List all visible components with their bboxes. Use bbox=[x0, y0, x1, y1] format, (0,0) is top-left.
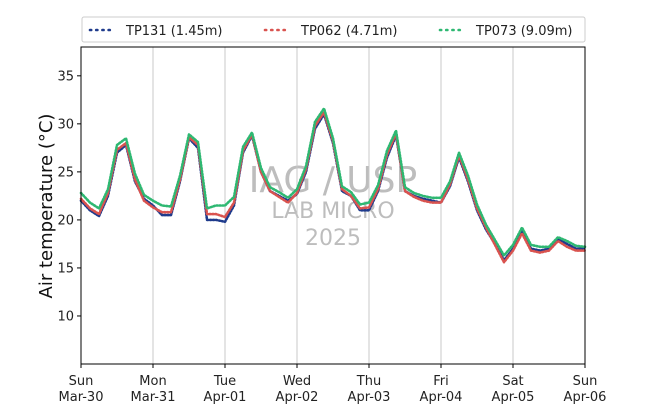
x-tick-day: Tue bbox=[213, 374, 236, 389]
y-tick-label: 35 bbox=[57, 69, 74, 84]
x-tick-day: Sun bbox=[69, 374, 94, 389]
legend-box bbox=[81, 16, 586, 43]
x-tick-day: Sun bbox=[573, 374, 598, 389]
x-tick-day: Fri bbox=[433, 374, 449, 389]
y-tick-label: 15 bbox=[57, 261, 74, 276]
watermark: IAG / USP LAB MICRO 2025 bbox=[249, 160, 417, 251]
y-tick-label: 20 bbox=[57, 213, 74, 228]
x-axis: SunMar-30MonMar-31TueApr-01WedApr-02ThuA… bbox=[59, 364, 607, 405]
x-tick-day: Mon bbox=[139, 374, 166, 389]
x-tick-day: Wed bbox=[283, 374, 311, 389]
x-tick-date: Apr-02 bbox=[276, 390, 319, 405]
x-tick-date: Apr-03 bbox=[348, 390, 391, 405]
y-tick-label: 10 bbox=[57, 309, 74, 324]
x-tick-date: Apr-01 bbox=[204, 390, 247, 405]
legend-label: TP062 (4.71m) bbox=[300, 24, 397, 39]
x-tick-date: Mar-31 bbox=[131, 390, 176, 405]
series-line-3 bbox=[79, 107, 587, 257]
x-tick-date: Apr-04 bbox=[420, 390, 463, 405]
legend-label: TP073 (9.09m) bbox=[475, 24, 572, 39]
y-tick-label: 25 bbox=[57, 165, 74, 180]
x-tick-day: Thu bbox=[356, 374, 381, 389]
y-tick-label: 30 bbox=[57, 117, 74, 132]
x-tick-day: Sat bbox=[502, 374, 523, 389]
watermark-line-2: LAB MICRO bbox=[271, 199, 394, 224]
x-tick-date: Apr-05 bbox=[492, 390, 535, 405]
x-tick-date: Mar-30 bbox=[59, 390, 104, 405]
legend-item: TP131 (1.45m) bbox=[88, 24, 222, 39]
y-axis-label: Air temperature (°C) bbox=[36, 114, 57, 299]
watermark-line-3: 2025 bbox=[305, 226, 361, 251]
series-layer bbox=[79, 107, 587, 264]
legend-item: TP073 (9.09m) bbox=[438, 24, 572, 39]
legend-item: TP062 (4.71m) bbox=[263, 24, 397, 39]
legend-label: TP131 (1.45m) bbox=[125, 24, 222, 39]
y-axis: 10 15 20 25 30 35 bbox=[57, 69, 81, 324]
legend: TP131 (1.45m) TP062 (4.71m) TP073 (9.09m) bbox=[81, 16, 586, 43]
plot-frame bbox=[80, 46, 586, 365]
x-tick-date: Apr-06 bbox=[564, 390, 607, 405]
